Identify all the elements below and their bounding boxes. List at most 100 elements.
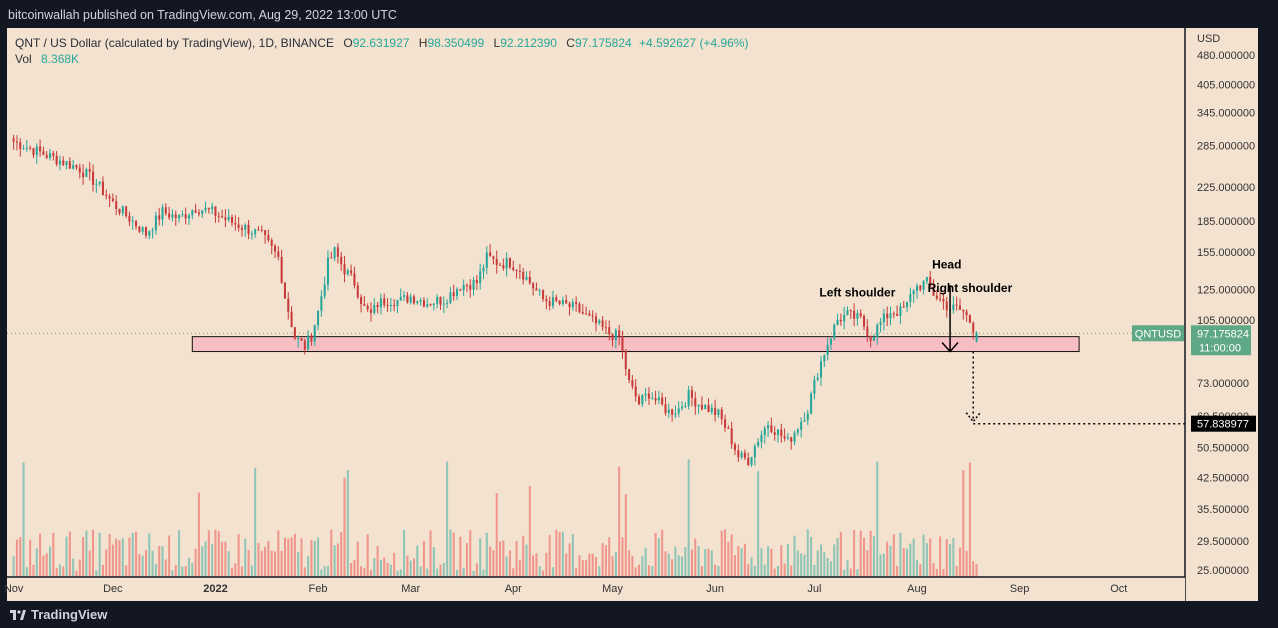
volume-bar: [760, 548, 763, 577]
candle-body: [664, 404, 667, 414]
candle-body: [446, 302, 449, 304]
volume-bar: [611, 556, 614, 577]
candle-body: [300, 338, 303, 341]
volume-label[interactable]: Vol: [15, 52, 32, 66]
volume-bar: [108, 534, 111, 577]
candle-body: [932, 286, 935, 296]
candle-body: [439, 297, 442, 305]
candle-body: [287, 298, 290, 312]
volume-bar: [125, 565, 128, 577]
candle-body: [872, 337, 875, 341]
chart-pane[interactable]: [7, 28, 1258, 601]
candle-body: [39, 146, 42, 152]
change-value: +4.592627 (+4.96%): [639, 36, 749, 50]
ohlc-row: QNT / US Dollar (calculated by TradingVi…: [15, 35, 748, 51]
candle-body: [158, 215, 161, 220]
candle-body: [545, 299, 548, 302]
candle-body: [42, 151, 45, 155]
tradingview-brand[interactable]: TradingView: [10, 607, 107, 622]
volume-bar: [472, 570, 475, 577]
volume-bar: [317, 537, 320, 577]
volume-bar: [485, 532, 488, 577]
candle-body: [171, 214, 174, 218]
volume-bar: [561, 531, 564, 577]
volume-bar: [270, 550, 273, 577]
volume-bar: [260, 550, 263, 577]
high-key: H: [418, 36, 428, 50]
candle-body: [542, 290, 545, 300]
volume-bar: [919, 564, 922, 577]
candle-body: [353, 273, 356, 286]
volume-bar: [39, 533, 42, 577]
volume-bar: [942, 569, 945, 577]
volume-bar: [121, 538, 124, 577]
volume-bar: [320, 569, 323, 577]
volume-bar: [201, 546, 204, 577]
candle-body: [740, 452, 743, 458]
volume-bar: [704, 549, 707, 577]
volume-bar: [465, 543, 468, 577]
volume-bar: [720, 530, 723, 577]
volume-bar: [78, 559, 81, 577]
candle-body: [578, 303, 581, 313]
candle-body: [227, 216, 230, 220]
volume-bar: [98, 532, 101, 577]
volume-bar: [581, 560, 584, 577]
volume-bar: [303, 567, 306, 577]
price-tick-label: 73.000000: [1197, 378, 1249, 390]
candle-body: [264, 230, 267, 236]
candle-body: [561, 299, 564, 304]
volume-bar: [194, 548, 197, 577]
time-axis[interactable]: Nov Dec 2022 Feb Mar Apr May Jun Jul Aug Sep Oct: [4, 576, 1185, 601]
candle-body: [221, 216, 224, 218]
volume-bar: [876, 461, 879, 577]
candle-body: [293, 327, 296, 339]
volume-bar: [340, 532, 343, 577]
volume-bar: [455, 569, 459, 577]
price-axis[interactable]: USD 480.000000 405.000000 345.000000 285.000…: [1132, 28, 1258, 601]
candle-body: [681, 406, 684, 409]
volume-bar: [628, 550, 631, 577]
high-value: 98.350499: [427, 36, 485, 50]
candle-body: [492, 256, 495, 259]
publish-bar: bitcoinwallah published on TradingView.c…: [0, 0, 1278, 30]
time-tick-label: Dec: [103, 583, 123, 595]
volume-bar: [565, 553, 568, 577]
candle-body: [783, 436, 786, 439]
volume-bar: [909, 543, 912, 577]
candle-body: [184, 214, 187, 219]
volume-bar: [800, 553, 803, 577]
candle-body: [135, 220, 138, 227]
volume-bar: [25, 567, 28, 577]
volume-bar: [522, 535, 525, 577]
candle-body: [128, 215, 131, 222]
volume-bar: [379, 560, 382, 577]
volume-bar: [945, 539, 948, 577]
volume-bar: [591, 553, 594, 577]
candle-body: [376, 304, 379, 308]
target-price-value: 57.838977: [1197, 419, 1249, 431]
volume-bar: [806, 529, 809, 577]
support-zone-layer: [7, 332, 1185, 353]
candle-body: [714, 407, 717, 415]
volume-bar: [406, 555, 409, 577]
candle-body: [363, 304, 366, 307]
volume-bar: [247, 550, 250, 577]
candle-body: [68, 161, 71, 169]
candle-body: [211, 206, 214, 210]
candle-body: [667, 409, 670, 414]
candle-body: [426, 304, 429, 307]
volume-bar: [161, 546, 164, 577]
volume-bar: [733, 555, 737, 577]
published-info: bitcoinwallah published on TradingView.c…: [8, 8, 397, 22]
candle-body: [757, 441, 760, 447]
candle-body: [32, 148, 35, 155]
volume-bar: [783, 563, 786, 577]
volume-bar: [747, 564, 750, 577]
volume-bar: [32, 564, 35, 577]
symbol-description[interactable]: QNT / US Dollar (calculated by TradingVi…: [15, 36, 335, 50]
volume-bar: [786, 544, 789, 577]
volume-bar: [426, 568, 429, 577]
candle-body: [283, 282, 286, 299]
